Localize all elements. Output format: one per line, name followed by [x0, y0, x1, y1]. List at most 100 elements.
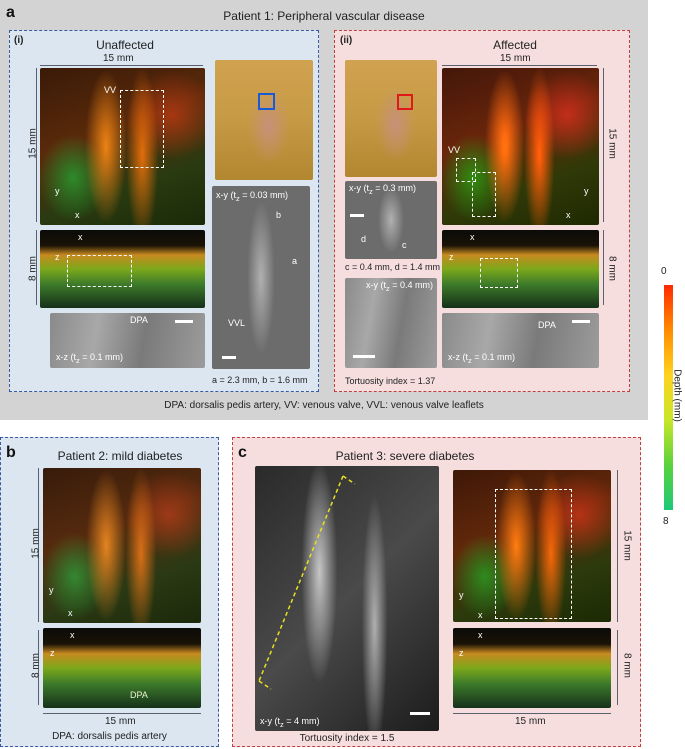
dpa-label-b: DPA: [130, 690, 148, 700]
xz-caption-sub-i: z: [76, 355, 80, 365]
vvl-label: VVL: [228, 318, 246, 328]
axis-z-ii-xz: z: [449, 252, 454, 262]
axis-x-ii-xz: x: [470, 232, 475, 242]
xy-zoom-affected-2: [345, 278, 437, 368]
dpa-label-affected: DPA: [538, 320, 556, 330]
xz-caption-text-i: x-z (t: [56, 352, 76, 362]
vv-label-unaffected: VV: [104, 85, 117, 95]
scale-bottom-c: 15 mm: [515, 716, 546, 727]
scale-left-b-bottom: 8 mm: [30, 653, 42, 678]
xz-caption-val-ii: = 0.1 mm): [471, 352, 516, 362]
vasculature-image-b: [43, 468, 201, 623]
xz-image-affected: [442, 230, 599, 308]
xy-caption-sub-c: z: [280, 719, 284, 729]
roi-box-affected: [397, 94, 413, 110]
scale-bar-xz-ii: [572, 320, 590, 323]
scale-line-left-b-bottom: [38, 630, 39, 705]
xy-zoom-affected-1: [345, 181, 437, 259]
measure-ii: c = 0.4 mm, d = 1.4 mm: [345, 262, 441, 272]
xz-caption-val-i: = 0.1 mm): [79, 352, 124, 362]
scale-bar-xz-i: [175, 320, 193, 323]
subpanel-ii-label: (ii): [340, 35, 353, 46]
scale-top-ii: 15 mm: [500, 53, 531, 64]
scale-right-c-top: 15 mm: [621, 530, 633, 561]
xz-caption-sub-ii: z: [468, 355, 472, 365]
xy-caption-text-i: x-y (t: [216, 190, 236, 200]
xz-box-affected: [480, 258, 518, 288]
xy-caption-val-c: = 4 mm): [283, 716, 320, 726]
panel-b-title: Patient 2: mild diabetes: [57, 449, 183, 463]
axis-z-c-xz: z: [459, 648, 464, 658]
scale-line-right-c-bottom: [617, 630, 618, 705]
roi-box-unaffected: [258, 93, 275, 110]
xz-image-b: [43, 628, 201, 708]
scale-bar-xy-c: [410, 712, 430, 715]
xy-image-c: [255, 466, 439, 731]
axis-x-b-xz: x: [70, 630, 75, 640]
mark-a: a: [292, 256, 298, 266]
measure-i: a = 2.3 mm, b = 1.6 mm: [212, 375, 308, 385]
axis-x-b: x: [68, 608, 73, 618]
axis-z-b-xz: z: [50, 648, 55, 658]
xz-box-unaffected: [67, 255, 132, 287]
xy-caption-sub-i: z: [236, 193, 240, 203]
xy2-caption-text-ii: x-y (t: [366, 280, 386, 290]
foot-photo-affected: [345, 60, 437, 177]
axis-x-i-xz: x: [78, 232, 83, 242]
vv-label-affected: VV: [448, 145, 461, 155]
xy-caption-sub-ii: z: [369, 186, 373, 196]
mark-d: d: [361, 234, 367, 244]
tortuosity-c: Tortuosity index = 1.5: [299, 733, 395, 744]
vasculature-image-c: [453, 470, 611, 622]
axis-y-ii: y: [584, 186, 589, 196]
mark-b: b: [276, 210, 282, 220]
colorbar-top-value: 0: [661, 266, 667, 277]
vasculature-image-affected: [442, 68, 599, 225]
foot-photo-unaffected: [215, 60, 313, 180]
scale-line-left-i-bottom: [36, 230, 37, 305]
scale-right-ii-bottom: 8 mm: [606, 256, 618, 281]
panel-c-letter: c: [238, 444, 247, 461]
xz-image-c: [453, 628, 611, 708]
zoom-box-c: [495, 489, 572, 619]
tortuosity-dash-c3: [258, 680, 272, 690]
axis-x-c-xz: x: [478, 630, 483, 640]
scale-left-b-top: 15 mm: [30, 528, 42, 559]
xy-zoom-unaffected: [212, 186, 310, 369]
tortuosity-ii: Tortuosity index = 1.37: [345, 376, 436, 386]
axis-x-ii: x: [566, 210, 571, 220]
subpanel-i-title: Unaffected: [96, 38, 154, 52]
xy-caption-affected-1: x-y (tz = 0.3 mm): [349, 183, 416, 196]
panel-c-title: Patient 3: severe diabetes: [335, 449, 475, 463]
scale-bar-xy-i: [222, 356, 236, 359]
xy-caption-text-c: x-y (t: [260, 716, 280, 726]
panel-a-footer: DPA: dorsalis pedis artery, VV: venous v…: [164, 400, 484, 411]
colorbar-label: Depth (mm): [671, 369, 683, 422]
mark-c: c: [402, 240, 407, 250]
vv-box-affected-2: [472, 172, 496, 217]
scale-line-bottom-b: [43, 713, 201, 714]
panel-b-letter: b: [6, 444, 16, 461]
vv-box-affected-1: [456, 158, 476, 182]
xy-caption-unaffected: x-y (tz = 0.03 mm): [216, 190, 288, 203]
colorbar-bottom-value: 8: [663, 516, 669, 527]
axis-x-c: x: [478, 610, 483, 620]
axis-z-i-xz: z: [55, 252, 60, 262]
scale-line-left-i-top: [36, 68, 37, 222]
xy-caption-val-ii: = 0.3 mm): [372, 183, 417, 193]
scale-bar-xy2-ii: [353, 355, 375, 358]
scale-line-right-ii-bottom: [603, 230, 604, 305]
scale-line-right-ii-top: [603, 68, 604, 222]
panel-b-footer: DPA: dorsalis pedis artery: [52, 731, 167, 742]
panel-a-title: Patient 1: Peripheral vascular disease: [223, 9, 425, 23]
xy-caption-c: x-y (tz = 4 mm): [260, 716, 320, 729]
scale-right-c-bottom: 8 mm: [621, 653, 633, 678]
scale-line-left-b-top: [38, 468, 39, 622]
depth-colorbar: [664, 285, 673, 510]
panel-a-letter: a: [6, 4, 15, 21]
xy-caption-text-ii: x-y (t: [349, 183, 369, 193]
scale-line-bottom-c: [453, 713, 611, 714]
xy-caption-val-i: = 0.03 mm): [239, 190, 289, 200]
scale-line-right-c-top: [617, 470, 618, 622]
xz-caption-unaffected: x-z (tz = 0.1 mm): [56, 352, 123, 365]
